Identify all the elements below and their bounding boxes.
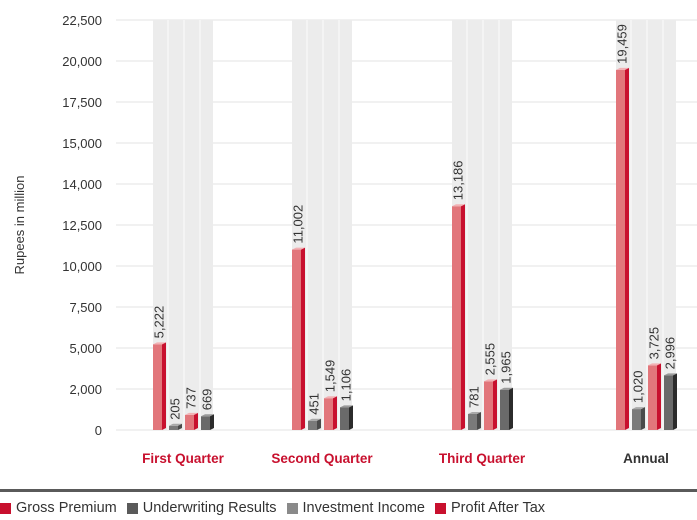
data-label: 737 [184,387,199,409]
bar [500,387,513,430]
bar [153,342,166,430]
data-label: 3,725 [647,327,662,360]
bar [324,396,337,430]
legend-item: Profit After Tax [435,500,545,516]
data-label: 669 [200,389,215,411]
category-label: Second Quarter [271,451,373,466]
bar [292,247,305,430]
legend-label: Investment Income [302,500,426,516]
legend-swatch [0,502,11,514]
chart: 22,500 20,000 17,500 15,000 14,000 12,500 10,0… [12,13,697,466]
data-label: 1,020 [631,371,646,404]
bar [648,363,661,430]
bar [308,418,321,430]
legend: Gross Premium Underwriting Results Investm… [0,500,697,520]
data-label: 1,965 [499,351,514,384]
y-tick-label: 10,000 [62,259,102,274]
bar [185,412,198,430]
data-label: 13,186 [451,160,466,200]
bar [169,423,182,430]
y-tick-label: 7,500 [69,300,102,315]
legend-swatch [126,502,138,514]
legend-label: Gross Premium [16,500,117,516]
legend-item: Gross Premium [0,500,117,516]
bar [616,67,629,430]
data-label: 451 [307,393,322,415]
data-label: 2,996 [663,337,678,370]
data-label: 2,555 [483,343,498,376]
y-axis-label: Rupees in million [12,176,27,275]
bar [452,204,465,430]
y-axis-ticks: 22,500 20,000 17,500 15,000 14,000 12,500 10,0… [62,13,102,438]
bar [632,407,645,430]
y-tick-label: 17,500 [62,95,102,110]
legend-label: Underwriting Results [142,500,277,516]
legend-divider [0,489,697,492]
category-label: Third Quarter [439,451,526,466]
data-label: 5,222 [152,306,167,339]
category-label: Annual [623,451,669,466]
data-label: 19,459 [615,24,630,64]
bar [468,411,481,430]
bar [201,414,214,430]
y-tick-label: 20,000 [62,54,102,69]
y-tick-label: 2,000 [69,382,102,397]
category-label: First Quarter [142,451,225,466]
y-tick-label: 15,000 [62,136,102,151]
legend-label: Profit After Tax [451,500,546,516]
data-label: 781 [467,386,482,408]
bar [340,405,353,430]
category-labels: First Quarter Second Quarter Third Quarter… [142,451,669,466]
bar [484,379,497,430]
y-tick-label: 0 [95,423,102,438]
data-label: 205 [168,398,183,420]
data-label: 1,549 [323,360,338,393]
bar [664,373,677,430]
bars [153,67,677,430]
category-bands [153,20,676,430]
legend-swatch [286,502,298,514]
y-tick-label: 5,000 [69,341,102,356]
legend-item: Underwriting Results [126,500,277,516]
y-tick-label: 14,000 [62,177,102,192]
y-tick-label: 22,500 [62,13,102,28]
data-label: 11,002 [291,205,306,244]
y-tick-label: 12,500 [62,218,102,233]
data-label: 1,106 [339,369,354,402]
legend-item: Investment Income [286,500,426,516]
legend-swatch [435,502,446,514]
